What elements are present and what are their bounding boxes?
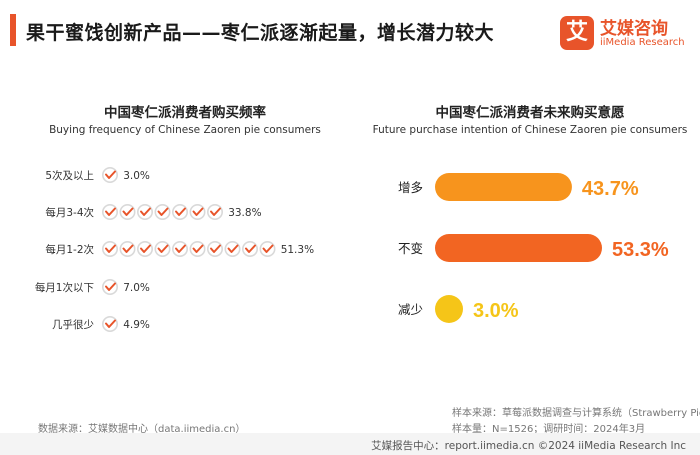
- intention-value-label: 53.3%: [612, 239, 669, 261]
- check-circle-icon: [102, 204, 119, 221]
- footer-band: [0, 433, 700, 455]
- check-mark-icon: [105, 319, 116, 328]
- frequency-category-label: 5次及以上: [45, 169, 94, 182]
- check-circle-icon: [189, 204, 206, 221]
- check-circle-icon: [119, 204, 136, 221]
- frequency-category-label: 每月1-2次: [45, 243, 94, 256]
- footer-credit: 艾媒报告中心：report.iimedia.cn ©2024 iiMedia R…: [371, 440, 686, 452]
- check-mark-icon: [140, 207, 151, 216]
- left-chart-title: 中国枣仁派消费者购买频率: [104, 105, 266, 121]
- sample-source-note: 样本来源：草莓派数据调查与计算系统（Strawberry Pie）: [452, 408, 700, 419]
- check-circle-icon: [259, 241, 276, 258]
- sample-info-note: 样本量：N=1526；调研时间：2024年3月: [452, 424, 646, 435]
- intention-category-label: 增多: [398, 180, 423, 195]
- check-circle-icon: [102, 167, 119, 184]
- check-mark-icon: [210, 244, 221, 253]
- frequency-value-label: 7.0%: [123, 282, 150, 294]
- check-mark-icon: [157, 207, 169, 216]
- logo-english-name: iiMedia Research: [600, 37, 685, 48]
- check-circle-icon: [154, 241, 171, 258]
- check-circle-icon: [119, 241, 136, 258]
- check-circle-icon: [172, 241, 189, 258]
- check-circle-icon: [207, 204, 224, 221]
- frequency-value-label: 33.8%: [228, 207, 261, 219]
- iimedia-logo: 艾 艾媒咨询 iiMedia Research: [560, 12, 688, 54]
- check-mark-icon: [105, 170, 116, 179]
- frequency-value-label: 3.0%: [123, 170, 150, 182]
- intention-value-label: 43.7%: [582, 178, 639, 200]
- check-mark-icon: [192, 207, 204, 216]
- check-circle-icon: [137, 241, 154, 258]
- intention-bar: [435, 173, 572, 201]
- check-circle-icon: [224, 241, 241, 258]
- intention-category-label: 减少: [398, 302, 423, 317]
- check-mark-icon: [175, 207, 186, 216]
- check-mark-icon: [122, 207, 134, 216]
- frequency-value-label: 51.3%: [281, 244, 314, 256]
- check-circle-icon: [207, 241, 224, 258]
- check-mark-icon: [157, 244, 169, 253]
- intention-bar: [435, 234, 602, 262]
- check-mark-icon: [105, 282, 116, 291]
- frequency-category-label: 每月1次以下: [35, 281, 94, 294]
- check-mark-icon: [262, 244, 274, 253]
- intention-value-label: 3.0%: [473, 300, 519, 322]
- check-mark-icon: [192, 244, 204, 253]
- right-chart-title: 中国枣仁派消费者未来购买意愿: [435, 105, 625, 121]
- title-accent-bar: [10, 14, 16, 46]
- check-circle-icon: [242, 241, 259, 258]
- check-circle-icon: [154, 204, 171, 221]
- frequency-category-label: 每月3-4次: [45, 206, 94, 219]
- data-source-note: 数据来源：艾媒数据中心（data.iimedia.cn）: [38, 424, 246, 435]
- check-mark-icon: [227, 244, 239, 253]
- check-circle-icon: [172, 204, 189, 221]
- frequency-value-label: 4.9%: [123, 319, 150, 331]
- intention-category-label: 不变: [398, 241, 423, 256]
- left-chart-subtitle: Buying frequency of Chinese Zaoren pie c…: [49, 124, 321, 136]
- intention-bar: [435, 295, 463, 323]
- check-circle-icon: [189, 241, 206, 258]
- page-title: 果干蜜饯创新产品——枣仁派逐渐起量，增长潜力较大: [26, 22, 495, 44]
- check-mark-icon: [122, 244, 134, 253]
- check-mark-icon: [245, 244, 256, 253]
- check-circle-icon: [102, 278, 119, 295]
- right-chart-subtitle: Future purchase intention of Chinese Zao…: [372, 124, 688, 136]
- check-mark-icon: [175, 244, 186, 253]
- logo-mark: 艾: [560, 16, 594, 50]
- check-circle-icon: [102, 315, 119, 332]
- check-mark-icon: [105, 207, 116, 216]
- check-mark-icon: [210, 207, 221, 216]
- check-circle-icon: [137, 204, 154, 221]
- logo-chinese-name: 艾媒咨询: [600, 19, 668, 39]
- frequency-category-label: 几乎很少: [52, 318, 94, 331]
- check-mark-icon: [105, 244, 116, 253]
- check-mark-icon: [140, 244, 151, 253]
- check-circle-icon: [102, 241, 119, 258]
